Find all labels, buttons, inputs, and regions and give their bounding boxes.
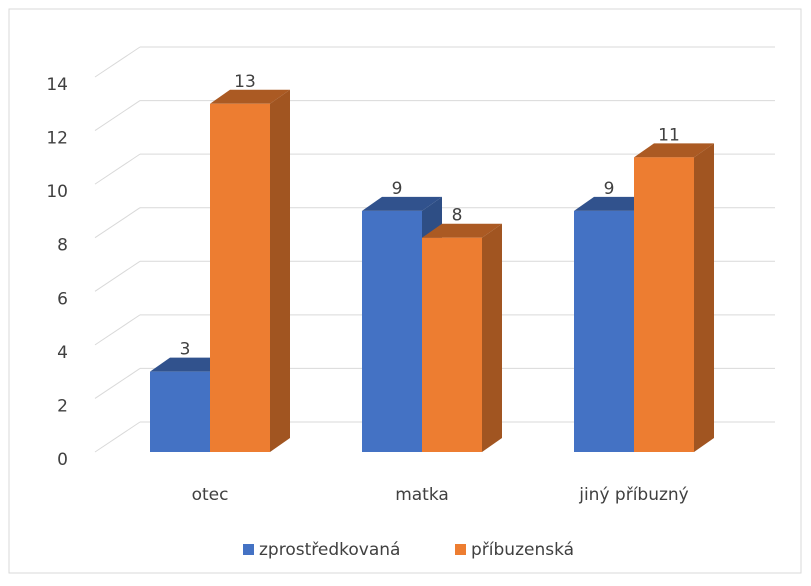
- y-tick-label: 6: [57, 289, 68, 309]
- grid-line: [94, 260, 141, 292]
- bar-side: [694, 143, 714, 452]
- bar: [150, 371, 210, 452]
- x-tick-label: otec: [192, 485, 229, 505]
- data-label: 9: [392, 179, 403, 199]
- bar-side: [482, 223, 502, 452]
- data-label: 13: [234, 72, 256, 92]
- legend-swatch: [455, 544, 466, 555]
- y-tick-label: 2: [57, 396, 68, 416]
- y-tick-label: 4: [57, 343, 68, 363]
- bar-top: [634, 143, 714, 158]
- bar: [574, 210, 634, 452]
- grid-line: [94, 421, 141, 453]
- y-tick-label: 8: [57, 236, 68, 256]
- bar: [210, 103, 270, 453]
- data-label: 11: [658, 125, 680, 145]
- grid-line: [94, 207, 141, 239]
- bar: [634, 157, 694, 452]
- data-label: 9: [604, 179, 615, 199]
- data-label: 3: [180, 340, 191, 360]
- bar-top: [210, 89, 290, 104]
- bar: [422, 237, 482, 452]
- bar-side: [270, 89, 290, 453]
- data-label: 8: [452, 206, 463, 226]
- y-tick-label: 12: [46, 129, 68, 149]
- y-tick-label: 10: [46, 182, 68, 202]
- grid-line: [94, 100, 141, 131]
- y-tick-label: 0: [57, 450, 68, 470]
- bar: [362, 210, 422, 452]
- y-tick-label: 14: [46, 75, 68, 95]
- legend-swatch: [243, 544, 254, 555]
- x-tick-label: matka: [395, 485, 449, 505]
- legend-label: příbuzenská: [471, 540, 574, 560]
- bar-top: [362, 196, 442, 211]
- grid-line: [94, 46, 141, 78]
- legend-label: zprostředkovaná: [259, 540, 400, 560]
- bar-top: [422, 223, 502, 238]
- x-tick-label: jiný příbuzný: [578, 485, 689, 505]
- grid-line: [94, 153, 141, 185]
- grid-line: [94, 368, 141, 399]
- grid-line: [94, 314, 141, 346]
